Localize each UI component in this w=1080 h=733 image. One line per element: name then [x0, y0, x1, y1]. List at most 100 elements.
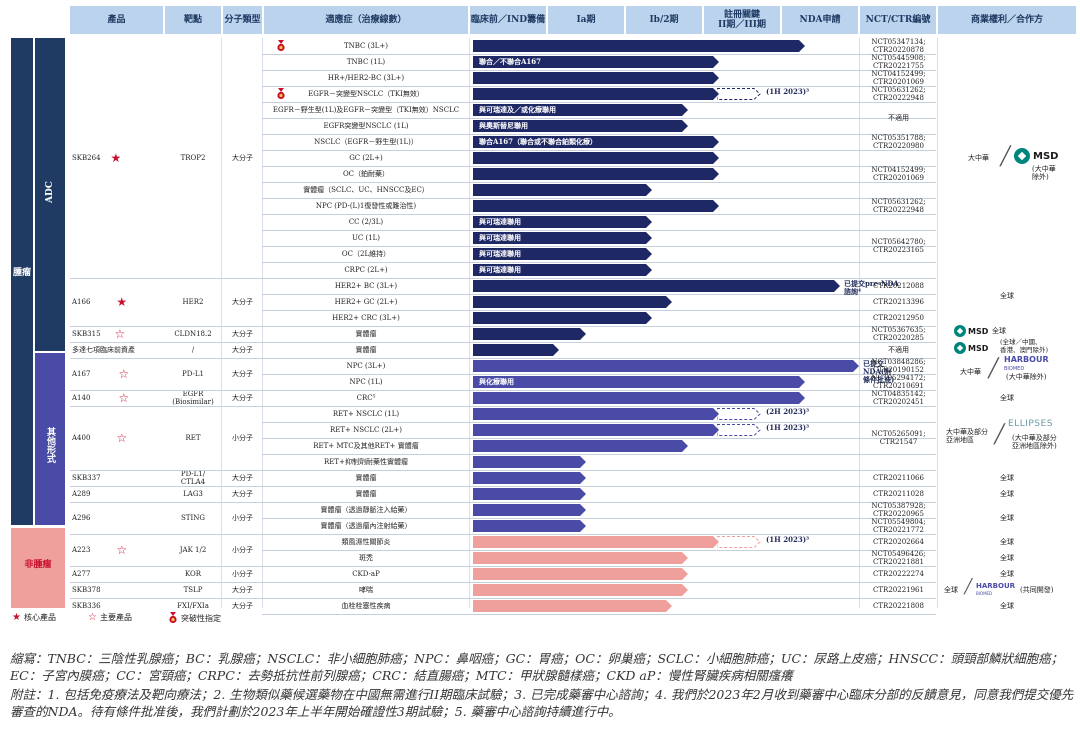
- header-phase1b2: Ib/2期: [626, 6, 702, 34]
- nct-entry: NCT05642780; CTR20223165: [871, 238, 926, 254]
- row-divider: [262, 613, 936, 615]
- nct-entry: NCT05445908; CTR20221755: [871, 54, 926, 70]
- rights-scope-a167: (大中華除外): [1006, 373, 1047, 381]
- indication-label: 實體瘤: [355, 346, 377, 354]
- row-divider: [262, 197, 936, 199]
- divider: [70, 326, 262, 327]
- pipeline-bar: [473, 120, 688, 132]
- row-divider: [262, 597, 936, 599]
- category-band-non-oncology: [11, 528, 65, 608]
- row-divider: [262, 357, 936, 359]
- indication-label: 血栓栓塞性疾病: [341, 602, 391, 610]
- rights-skb378-scope: (共同開發): [1020, 586, 1054, 594]
- nct-entry: CTR20212088: [873, 282, 924, 290]
- divider: [70, 278, 262, 279]
- pipeline-bar: [473, 520, 586, 532]
- pipeline-bar-planned: [717, 88, 761, 100]
- indication-label: CRC⁵: [356, 394, 376, 402]
- category-label-others: 其他形式: [45, 427, 55, 463]
- pipeline-bar: [473, 136, 719, 148]
- pipeline-bar: [473, 536, 719, 548]
- bar-note: (1H 2023)³: [766, 423, 810, 432]
- rights-skb378-prefix: 全球: [944, 586, 958, 594]
- category-label-non-oncology: 非腫瘤: [24, 560, 52, 570]
- pipeline-bar: [473, 184, 652, 196]
- target-a289: LAG3: [183, 490, 203, 498]
- indication-label: EGFR突變型NSCLC (1L): [323, 122, 409, 130]
- divider-slash: ╱: [994, 424, 1005, 445]
- pipeline-bar: [473, 376, 805, 388]
- indication-label: NPC (3L+): [346, 362, 386, 370]
- bar-note: (1H 2023)³: [766, 87, 810, 96]
- rights-skb337: 全球: [1000, 474, 1014, 482]
- nct-entry: CTR20212950: [873, 314, 924, 322]
- msd-logo: MSD: [1014, 148, 1058, 164]
- harbour-logo: HARBOUR BIOMED: [976, 583, 1015, 597]
- msd-logo: MSD: [954, 342, 988, 354]
- pipeline-bar: [473, 280, 840, 292]
- target-skb378: TSLP: [183, 586, 203, 594]
- pipeline-bar: [473, 344, 559, 356]
- nct-entry: CTR20221961: [873, 586, 924, 594]
- indication-label: RET+抑制劑耐藥性實體瘤: [324, 458, 408, 466]
- bar-label: 與可瑞達聯用: [479, 217, 521, 226]
- rights-scope-skb264: (大中華 除外): [1032, 165, 1056, 181]
- pipeline-bar: [473, 312, 652, 324]
- pipeline-bar: [473, 40, 805, 52]
- header-preclinical: 臨床前／IND籌備: [470, 6, 546, 34]
- indication-label: OC（2L維持）: [341, 250, 391, 258]
- header-target: 靶點: [165, 6, 221, 34]
- nct-entry: CTR20211028: [873, 490, 924, 498]
- row-divider: [262, 229, 936, 231]
- nct-entry: NCT04152499; CTR20201069: [871, 166, 926, 182]
- nct-entry: NCT05294172; CTR20210691: [871, 374, 926, 390]
- row-divider: [262, 389, 936, 391]
- bar-note: 已提交pre-NDA 諮詢⁴: [844, 279, 899, 296]
- molecule-a289: 大分子: [232, 490, 253, 498]
- indication-label: 實體瘤（透過瘤內注射給藥）: [320, 522, 412, 530]
- footnote-notes: 附註：1. 包括免疫療法及靶向療法；2. 生物類似藥候選藥物在中國無需進行II期…: [10, 687, 1074, 719]
- molecule-a400: 小分子: [232, 434, 253, 442]
- indication-label: EGFR－突變型NSCLC（TKI無效）: [308, 90, 424, 98]
- indication-label: EGFR－野生型(1L)及EGFR－突變型（TKI無效）NSCLC: [272, 106, 460, 114]
- molecule-skb264: 大分子: [232, 154, 253, 162]
- nct-entry: NCT05631262; CTR20222948: [871, 198, 926, 214]
- target-preclinical-assets: /: [191, 346, 195, 354]
- indication-label: NSCLC（EGFR－野生型(1L)）: [314, 138, 418, 146]
- rights-scope-a400: (大中華及部分 亞洲地區除外): [1012, 434, 1057, 450]
- indication-label: HER2+ CRC (3L+): [332, 314, 400, 322]
- divider: [70, 358, 262, 359]
- legend-label: 核心產品: [23, 613, 56, 622]
- pipeline-bar: [473, 504, 586, 516]
- nct-entry: NCT05347134; CTR20220878: [871, 38, 926, 54]
- bar-note: (2H 2023)³: [766, 407, 810, 416]
- product-a140: A140 ☆: [72, 391, 130, 405]
- target-skb336: FXI/FXIa: [177, 602, 209, 610]
- row-divider: [262, 485, 936, 487]
- product-a289: A289: [72, 490, 91, 498]
- bar-label: 與可瑞達聯用: [479, 249, 521, 258]
- pipeline-bar: [473, 568, 688, 580]
- rights-skb315-prefix: 全球: [992, 327, 1006, 335]
- harbour-sub: BIOMED: [976, 591, 993, 596]
- target-a296: STING: [181, 514, 205, 522]
- legend-core: ★ 核心產品: [12, 612, 56, 623]
- pipeline-bar: [473, 392, 805, 404]
- molecule-skb337: 大分子: [232, 474, 253, 482]
- harbour-sub: BIOMED: [1004, 366, 1025, 372]
- key-star-icon: ☆: [116, 543, 128, 557]
- product-a167: A167 ☆: [72, 367, 130, 381]
- nct-entry: NCT05265091; CTR21547: [871, 430, 926, 446]
- nct-entry: CTR20213396: [873, 298, 924, 306]
- row-divider: [262, 69, 936, 71]
- indication-label: NPC (1L): [349, 378, 383, 386]
- rights-region-skb264: 大中華: [968, 154, 989, 162]
- nct-entry: NCT05549804; CTR20221772: [871, 518, 926, 534]
- product-column: SKB264 ★ TROP2 大分子 A166 ★ HER2 大分子 SKB315 ☆…: [70, 38, 262, 610]
- msd-logo-icon: [954, 325, 966, 337]
- product-preclinical-assets: 多達七項臨床前資產: [72, 346, 135, 354]
- pipeline-bar: [473, 152, 719, 164]
- row-divider: [262, 325, 936, 327]
- molecule-skb336: 大分子: [232, 602, 253, 610]
- row-divider: [262, 261, 936, 263]
